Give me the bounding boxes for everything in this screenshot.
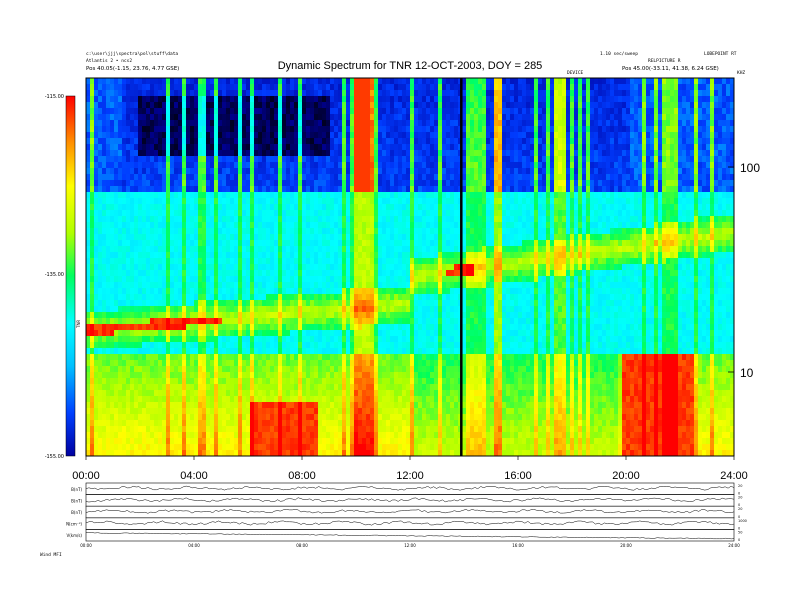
header-left-line3: Pos 40.05(-1.15, 23.76, 4.77 GSE) bbox=[86, 66, 179, 72]
bottom-tick-label: 00:00 bbox=[80, 543, 92, 548]
panel-trace bbox=[86, 532, 735, 540]
panel-tick: 0 bbox=[738, 526, 740, 530]
x-tick-label: 16:00 bbox=[504, 470, 532, 482]
x-tick-label: 08:00 bbox=[288, 470, 316, 482]
bottom-tick-label: 04:00 bbox=[188, 543, 200, 548]
panel-label: N(cm⁻³) bbox=[66, 522, 82, 527]
header-center-small: DEVICE bbox=[567, 70, 584, 76]
colorbar-tick: -115.00 bbox=[45, 94, 64, 100]
panel-trace bbox=[85, 520, 735, 526]
panel-tick: 20 bbox=[738, 507, 742, 511]
header-right-top: LOBEPOINT RT bbox=[704, 51, 737, 57]
panel-label: B(nT) bbox=[71, 510, 82, 515]
data-panel bbox=[85, 482, 735, 495]
panel-label: B(nT) bbox=[71, 487, 82, 492]
header-right-line2: Pos 45.00(-33.11, 41.38, 6.24 GSE) bbox=[622, 66, 719, 72]
panel-trace bbox=[85, 509, 735, 514]
spectrogram-area bbox=[86, 78, 734, 456]
x-tick-label: 24:00 bbox=[720, 470, 748, 482]
y-tick-label: 100 bbox=[740, 161, 760, 175]
bottom-tick-label: 20:00 bbox=[620, 543, 632, 548]
panel-trace bbox=[85, 485, 735, 491]
data-panel bbox=[85, 505, 735, 519]
colorbar-tick: -135.00 bbox=[45, 272, 64, 278]
bottom-tick-label: 16:00 bbox=[512, 543, 524, 548]
units-label: KHZ bbox=[737, 70, 745, 76]
chart-title: Dynamic Spectrum for TNR 12-OCT-2003, DO… bbox=[278, 60, 543, 72]
header-right-small: RELPICTURE R bbox=[648, 58, 681, 64]
panel-tick: 20 bbox=[738, 484, 742, 488]
x-tick-label: 20:00 bbox=[612, 470, 640, 482]
y-tick-label: 10 bbox=[740, 366, 754, 380]
colorbar-label: TNR bbox=[76, 320, 81, 329]
header-left-line1: c:\user\jjj\spectra\pol\stuff\data bbox=[86, 51, 178, 57]
bottom-tick-label: 08:00 bbox=[296, 543, 308, 548]
header-left-line2: Atlantis 2 • ncs2 bbox=[86, 58, 132, 64]
bottom-tick-label: 24:00 bbox=[728, 543, 740, 548]
panel-tick: 0 bbox=[738, 492, 740, 496]
x-tick-label: 12:00 bbox=[396, 470, 424, 482]
panel-tick: 50 bbox=[738, 530, 742, 534]
panel-tick: 0 bbox=[738, 538, 740, 542]
data-panel bbox=[85, 517, 735, 530]
panel-trace bbox=[85, 497, 735, 503]
x-tick-label: 04:00 bbox=[180, 470, 208, 482]
panel-tick: 20 bbox=[738, 496, 742, 500]
header-right-line1: 1.10 sec/sweep bbox=[600, 51, 638, 57]
colorbar-tick: -155.00 bbox=[45, 454, 64, 460]
bottom-note: Wind MFI bbox=[40, 552, 62, 558]
x-tick-label: 00:00 bbox=[72, 470, 100, 482]
colorbar bbox=[65, 95, 76, 457]
panel-tick: 0 bbox=[738, 503, 740, 507]
panel-tick: 0 bbox=[738, 515, 740, 519]
panel-tick: 1000 bbox=[738, 519, 747, 523]
bottom-tick-label: 12:00 bbox=[404, 543, 416, 548]
panel-label: V(km/s) bbox=[66, 533, 82, 538]
panel-label: B(nT) bbox=[71, 498, 82, 503]
data-panel bbox=[85, 529, 735, 542]
